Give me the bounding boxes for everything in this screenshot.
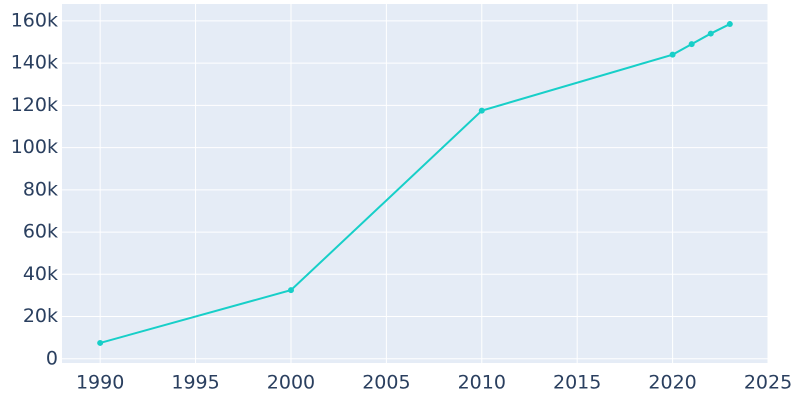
y-tick-label: 40k xyxy=(23,263,58,285)
data-point xyxy=(669,51,676,58)
data-point xyxy=(707,30,714,37)
x-tick-label: 1990 xyxy=(76,372,124,394)
data-point xyxy=(97,339,104,346)
y-tick-label: 160k xyxy=(11,9,58,31)
data-point xyxy=(726,21,733,28)
y-tick-label: 100k xyxy=(11,136,58,158)
x-tick-label: 2015 xyxy=(553,372,601,394)
x-tick-label: 2000 xyxy=(267,372,315,394)
x-tick-label: 1995 xyxy=(171,372,219,394)
y-tick-label: 60k xyxy=(23,221,58,243)
y-tick-label: 0 xyxy=(46,347,58,369)
y-tick-label: 120k xyxy=(11,94,58,116)
x-tick-label: 2005 xyxy=(362,372,410,394)
x-tick-label: 2025 xyxy=(744,372,792,394)
data-point xyxy=(688,41,695,48)
y-tick-label: 140k xyxy=(11,52,58,74)
data-point xyxy=(478,107,485,114)
x-tick-label: 2010 xyxy=(458,372,506,394)
y-tick-label: 20k xyxy=(23,305,58,327)
y-tick-label: 80k xyxy=(23,178,58,200)
x-tick-label: 2020 xyxy=(648,372,696,394)
data-point xyxy=(287,287,294,294)
plot-background xyxy=(62,4,768,363)
